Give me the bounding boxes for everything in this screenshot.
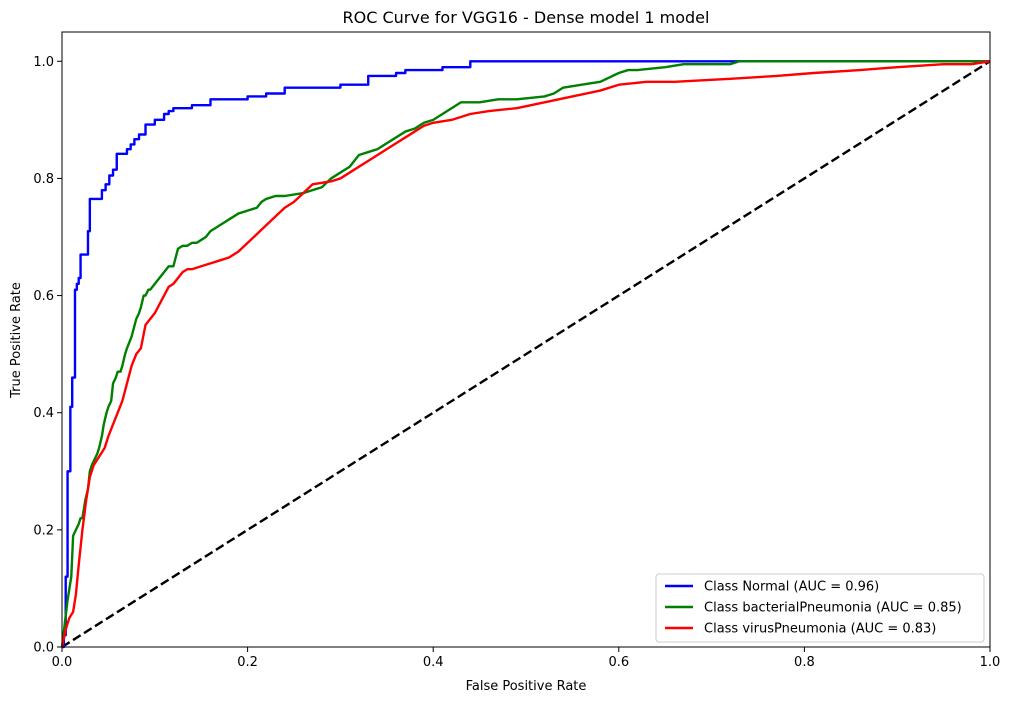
y-tick-label: 0.2: [33, 523, 54, 538]
legend-label-2: Class virusPneumonia (AUC = 0.83): [704, 622, 936, 637]
series-line-1: [60, 60, 990, 648]
x-tick-label: 0.6: [608, 655, 629, 670]
legend-label-0: Class Normal (AUC = 0.96): [704, 580, 879, 595]
series-line-0: [62, 60, 990, 649]
x-axis-ticks: 0.0 0.2 0.4 0.6 0.8 1.0: [52, 647, 1001, 670]
legend: Class Normal (AUC = 0.96) Class bacterial…: [655, 573, 985, 643]
diagonal-reference-line: [61, 60, 991, 649]
legend-box: [655, 573, 985, 643]
axes-frame: [61, 31, 991, 648]
y-tick-label: 0.4: [33, 406, 54, 421]
y-tick-label: 1.0: [33, 55, 54, 70]
x-tick-label: 0.2: [237, 655, 258, 670]
plot-series: [60, 60, 991, 649]
y-tick-label: 0.8: [33, 172, 54, 187]
y-tick-label: 0.0: [33, 641, 54, 656]
x-tick-label: 0.4: [423, 655, 444, 670]
x-tick-label: 0.8: [794, 655, 815, 670]
y-axis-label: True Positive Rate: [9, 282, 24, 399]
y-axis-ticks: 0.0 0.2 0.4 0.6 0.8 1.0: [33, 55, 62, 656]
y-tick-label: 0.6: [33, 289, 54, 304]
legend-label-1: Class bacterialPneumonia (AUC = 0.85): [704, 601, 962, 616]
x-tick-label: 0.0: [52, 655, 73, 670]
x-axis-label: False Positive Rate: [466, 679, 587, 694]
x-tick-label: 1.0: [980, 655, 1001, 670]
chart-title: ROC Curve for VGG16 - Dense model 1 mode…: [343, 8, 710, 27]
series-line-2: [60, 60, 991, 648]
